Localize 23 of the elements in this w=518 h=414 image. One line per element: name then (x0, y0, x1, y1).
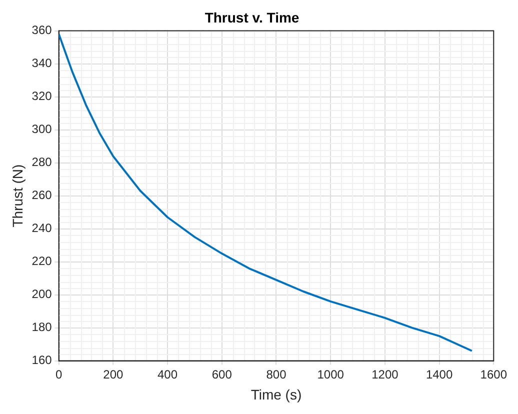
y-tick-label: 300 (32, 122, 52, 136)
y-axis-title: Thrust (N) (9, 164, 26, 228)
y-tick-label: 160 (32, 353, 52, 368)
chart-title: Thrust v. Time (204, 9, 300, 26)
y-tick-label: 200 (32, 287, 52, 302)
y-tick-label: 220 (32, 254, 52, 268)
y-tick-label: 320 (32, 89, 52, 104)
x-tick-label: 1200 (372, 367, 399, 382)
x-axis-title: Time (s) (250, 386, 302, 402)
y-tick-label: 340 (32, 56, 52, 70)
x-tick-label: 1000 (317, 367, 344, 382)
x-tick-label: 800 (266, 367, 287, 382)
x-tick-label: 0 (55, 367, 62, 382)
y-tick-label: 280 (32, 155, 52, 170)
x-tick-label: 1400 (426, 367, 453, 382)
x-tick-label: 200 (103, 367, 124, 382)
y-tick-label: 240 (32, 221, 52, 236)
y-tick-label: 260 (32, 188, 52, 202)
x-tick-label: 1600 (480, 367, 508, 382)
x-tick-label: 600 (212, 367, 232, 382)
y-tick-label: 360 (32, 23, 52, 38)
y-tick-label: 180 (32, 320, 52, 334)
x-tick-label: 400 (158, 367, 178, 382)
